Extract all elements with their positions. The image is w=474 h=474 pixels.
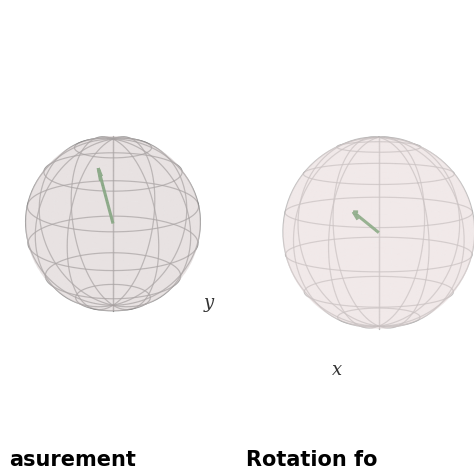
Text: x: x: [331, 361, 342, 379]
Text: y: y: [203, 294, 214, 312]
Text: Rotation fo: Rotation fo: [246, 450, 378, 470]
Text: asurement: asurement: [9, 450, 137, 470]
